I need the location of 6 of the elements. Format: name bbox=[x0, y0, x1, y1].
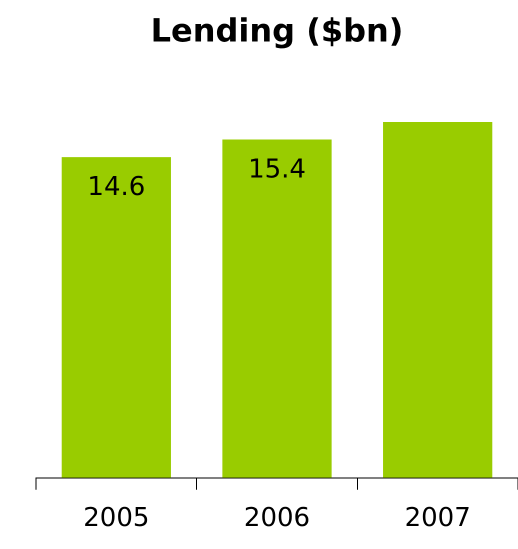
data-label: 14.6 bbox=[87, 172, 146, 202]
x-tick-label: 2005 bbox=[83, 503, 150, 534]
x-tick-label: 2006 bbox=[244, 503, 310, 534]
x-tick-label: 2007 bbox=[404, 503, 471, 534]
chart-title: Lending ($bn) bbox=[150, 12, 404, 50]
data-label: 15.4 bbox=[248, 154, 306, 184]
